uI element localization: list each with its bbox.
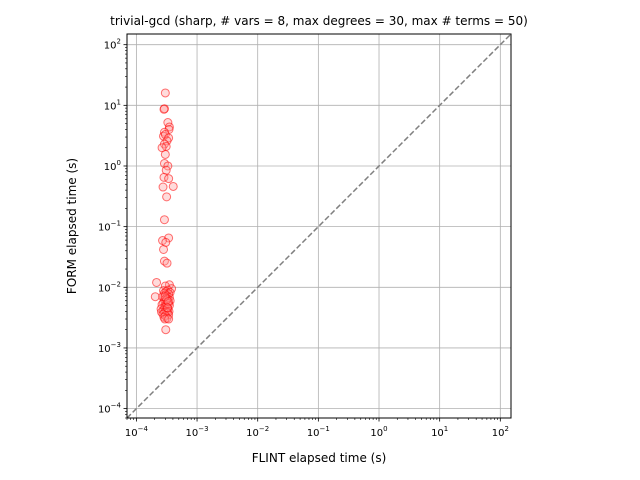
x-tick-label: 100 xyxy=(370,425,387,439)
y-axis-label: FORM elapsed time (s) xyxy=(65,158,79,294)
y-tick-label: 10−2 xyxy=(98,280,121,294)
data-point xyxy=(150,292,160,302)
x-axis-ticks: 10−4 10−3 10−2 10−1 100 101 102 xyxy=(125,418,509,439)
plot-frame xyxy=(126,33,512,419)
data-point xyxy=(162,258,172,268)
data-point xyxy=(159,215,169,225)
y-tick-label: 102 xyxy=(104,38,121,52)
x-tick-label: 10−3 xyxy=(186,425,209,439)
y-tick-label: 10−4 xyxy=(98,402,122,416)
x-axis-label: FLINT elapsed time (s) xyxy=(252,451,387,465)
y-tick-label: 10−3 xyxy=(98,341,121,355)
x-tick-label: 102 xyxy=(492,425,509,439)
data-point xyxy=(160,88,170,98)
y-axis-ticks: 10−4 10−3 10−2 10−1 100 101 102 xyxy=(98,38,127,419)
data-point xyxy=(159,244,169,254)
data-point xyxy=(162,192,172,202)
data-point xyxy=(160,292,170,302)
chart-title: trivial-gcd (sharp, # vars = 8, max degr… xyxy=(110,14,528,28)
x-tick-label: 10−2 xyxy=(246,425,269,439)
data-points xyxy=(150,88,178,335)
y-tick-label: 101 xyxy=(104,98,121,112)
data-point xyxy=(162,303,172,313)
x-tick-label: 101 xyxy=(431,425,448,439)
data-point xyxy=(164,314,174,324)
data-point xyxy=(160,149,170,159)
grid-lines xyxy=(127,34,511,418)
y-tick-label: 100 xyxy=(104,159,121,173)
x-tick-label: 10−1 xyxy=(307,425,330,439)
data-point xyxy=(152,277,162,287)
data-point xyxy=(168,181,178,191)
x-tick-label: 10−4 xyxy=(125,425,149,439)
y-tick-label: 10−1 xyxy=(98,220,121,234)
reference-diagonal xyxy=(126,33,512,419)
data-point xyxy=(158,182,168,192)
data-point xyxy=(159,104,169,114)
diagonal-line xyxy=(126,33,512,419)
data-point xyxy=(164,174,174,184)
data-point xyxy=(161,325,171,335)
